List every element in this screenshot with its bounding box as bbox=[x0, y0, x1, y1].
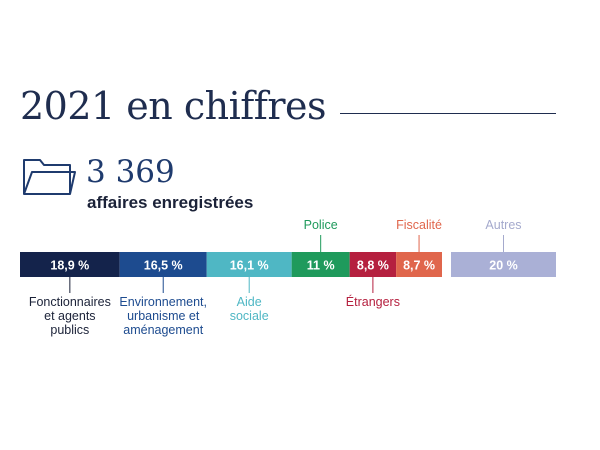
value-label-fiscalite: 8,7 % bbox=[403, 259, 435, 273]
category-label-fiscalite: Fiscalité bbox=[396, 218, 442, 232]
value-label-aide-sociale: 16,1 % bbox=[230, 259, 269, 273]
category-label-police: Police bbox=[304, 218, 338, 232]
folder-icon bbox=[22, 154, 76, 203]
value-label-etrangers: 8,8 % bbox=[357, 259, 389, 273]
bar-segment-etrangers bbox=[349, 252, 397, 277]
bar-segment-environnement-urbanisme-et-amenagement bbox=[119, 252, 207, 277]
category-label-aide-sociale: Aide sociale bbox=[230, 295, 269, 323]
category-label-etrangers: Étrangers bbox=[346, 294, 400, 309]
category-label-fonctionnaires-et-agents-publics: Fonctionnaires et agents publics bbox=[29, 295, 111, 337]
bar-segment-police bbox=[291, 252, 350, 277]
value-label-police: 11 % bbox=[307, 259, 335, 273]
category-label-environnement-urbanisme-et-amenagement: Environnement, urbanisme et aménagement bbox=[119, 295, 207, 337]
bar-segment-fonctionnaires-et-agents-publics bbox=[20, 252, 120, 277]
case-count-label: affaires enregistrées bbox=[87, 193, 254, 212]
title-divider bbox=[340, 113, 556, 114]
bar-segment-aide-sociale bbox=[206, 252, 292, 277]
case-count: 3 369 bbox=[86, 154, 175, 190]
value-label-fonctionnaires-et-agents-publics: 18,9 % bbox=[50, 259, 89, 273]
bar-segment-fiscalite bbox=[396, 252, 442, 277]
value-label-autres: 20 % bbox=[489, 259, 518, 273]
page-title: 2021 en chiffres bbox=[20, 84, 327, 128]
bar-segment-autres bbox=[451, 252, 556, 277]
category-label-autres: Autres bbox=[485, 218, 521, 232]
value-label-environnement-urbanisme-et-amenagement: 16,5 % bbox=[144, 259, 183, 273]
